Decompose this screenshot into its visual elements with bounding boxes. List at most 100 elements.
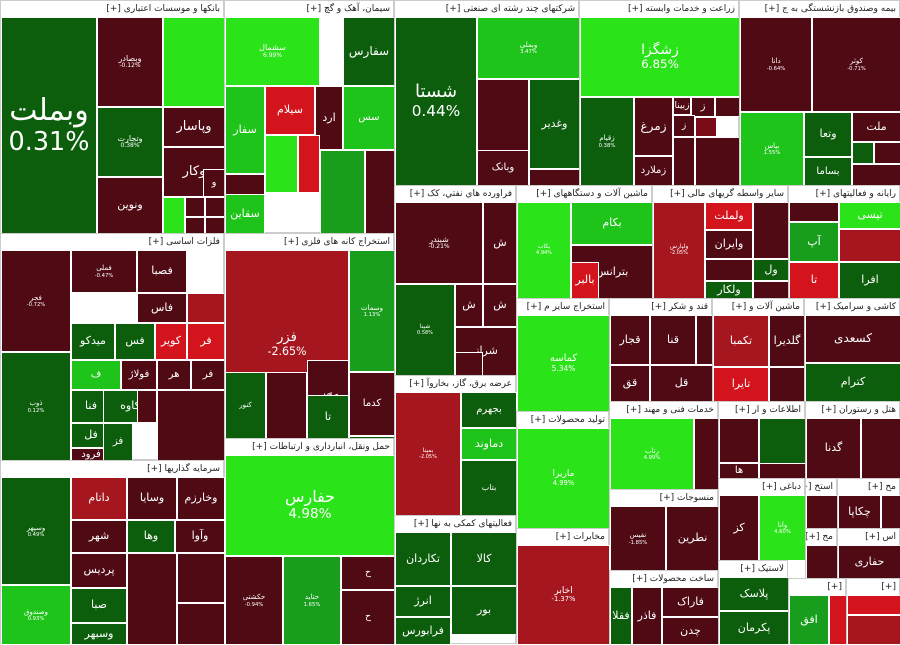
- sector-title[interactable]: استخراج سایر م [+]: [517, 299, 608, 315]
- stock-tile[interactable]: ش: [483, 202, 517, 284]
- stock-tile[interactable]: [127, 553, 177, 645]
- stock-tile[interactable]: وسمات 1.13%: [349, 250, 395, 372]
- stock-tile[interactable]: [529, 169, 580, 186]
- stock-tile[interactable]: فز: [103, 423, 133, 461]
- stock-tile[interactable]: آپ: [789, 222, 839, 262]
- stock-tile[interactable]: [137, 390, 157, 423]
- sector-title[interactable]: ساخت محصولات [+]: [610, 571, 717, 587]
- stock-tile[interactable]: پردیس: [71, 553, 127, 588]
- stock-tile[interactable]: رتاب 4.99%: [610, 418, 694, 490]
- stock-tile[interactable]: وسایا: [127, 477, 177, 520]
- sector-title[interactable]: بانکها و موسسات اعتباری [+]: [1, 1, 223, 17]
- stock-tile[interactable]: وبصادر -0.12%: [97, 17, 163, 107]
- sector-title[interactable]: دباغی [+]: [719, 479, 804, 495]
- stock-tile[interactable]: شهر: [71, 520, 127, 553]
- stock-tile[interactable]: ش: [455, 284, 483, 327]
- stock-tile[interactable]: نطرین: [666, 506, 719, 571]
- stock-tile[interactable]: کز: [719, 495, 759, 561]
- stock-tile[interactable]: ملت: [852, 112, 900, 142]
- stock-tile[interactable]: کویر: [155, 323, 187, 360]
- stock-tile[interactable]: وآوا: [175, 520, 225, 553]
- stock-tile[interactable]: سفارس: [343, 17, 395, 86]
- stock-tile[interactable]: [187, 293, 225, 323]
- stock-tile[interactable]: وبانک: [477, 150, 529, 186]
- stock-tile[interactable]: کسعدی: [805, 315, 900, 363]
- stock-tile[interactable]: [205, 217, 225, 234]
- sector-title[interactable]: مح [+]: [838, 479, 899, 495]
- stock-tile[interactable]: فس: [115, 323, 155, 360]
- stock-tile[interactable]: اخابر -1.37%: [517, 545, 610, 645]
- stock-tile[interactable]: [759, 463, 806, 479]
- stock-tile[interactable]: فملی -0.47%: [71, 250, 137, 293]
- sector-title[interactable]: تولید محصولات [+]: [517, 412, 608, 428]
- stock-tile[interactable]: وها: [127, 520, 175, 553]
- stock-tile[interactable]: زملارد: [634, 156, 673, 186]
- stock-tile[interactable]: فجر -0.72%: [1, 250, 71, 352]
- stock-tile[interactable]: [874, 142, 900, 164]
- stock-tile[interactable]: سشمال 6.99%: [225, 17, 320, 86]
- stock-tile[interactable]: انرژ: [395, 586, 451, 617]
- stock-tile[interactable]: فولاژ: [121, 360, 157, 390]
- stock-tile[interactable]: شبندر -0.21%: [395, 202, 483, 284]
- stock-tile[interactable]: هر: [157, 360, 191, 390]
- stock-tile[interactable]: فاذر: [632, 587, 662, 645]
- stock-tile[interactable]: زشگزا 6.85%: [580, 17, 740, 97]
- stock-tile[interactable]: پکرمان: [719, 611, 789, 645]
- stock-tile[interactable]: وسبهر: [71, 623, 127, 645]
- stock-tile[interactable]: [365, 150, 395, 234]
- sector-title[interactable]: قند و شکر [+]: [610, 299, 711, 315]
- stock-tile[interactable]: وتعا: [804, 112, 852, 157]
- stock-tile[interactable]: [185, 197, 205, 217]
- stock-tile[interactable]: قنا: [650, 315, 696, 365]
- stock-tile[interactable]: بکاب 4.94%: [517, 202, 571, 299]
- stock-tile[interactable]: وبملت 0.31%: [1, 17, 97, 234]
- stock-tile[interactable]: [861, 418, 900, 479]
- stock-tile[interactable]: [881, 495, 900, 529]
- stock-tile[interactable]: [753, 202, 789, 259]
- stock-tile[interactable]: بور: [451, 586, 517, 635]
- stock-tile[interactable]: فر: [191, 360, 225, 390]
- stock-tile[interactable]: [298, 135, 320, 193]
- sector-title[interactable]: سرمایه گذاریها [+]: [1, 461, 223, 477]
- stock-tile[interactable]: وسپهر 0.49%: [1, 477, 71, 585]
- stock-tile[interactable]: شستا 0.44%: [395, 17, 477, 186]
- stock-tile[interactable]: ول: [753, 259, 789, 281]
- stock-tile[interactable]: کماسه 5.34%: [517, 315, 610, 412]
- stock-tile[interactable]: فقلا: [610, 587, 632, 645]
- stock-tile[interactable]: [852, 164, 900, 186]
- sector-title[interactable]: استخراج کانه های فلزی [+]: [225, 234, 393, 250]
- sector-title[interactable]: خدمات فنی و مهند [+]: [610, 402, 717, 418]
- stock-tile[interactable]: [177, 603, 225, 645]
- stock-tile[interactable]: [265, 135, 298, 193]
- stock-tile[interactable]: گلدیرا: [769, 315, 805, 367]
- sector-title[interactable]: [+]: [847, 579, 899, 595]
- stock-tile[interactable]: [806, 545, 838, 579]
- stock-tile[interactable]: [177, 553, 225, 603]
- sector-title[interactable]: سیمان، آهک و گچ [+]: [225, 1, 393, 17]
- stock-tile[interactable]: [769, 367, 805, 402]
- stock-tile[interactable]: حتاید 1.65%: [283, 556, 341, 645]
- stock-tile[interactable]: ح: [341, 590, 395, 645]
- stock-tile[interactable]: ولملت: [705, 202, 753, 230]
- stock-tile[interactable]: [157, 390, 225, 461]
- stock-tile[interactable]: [455, 352, 483, 376]
- sector-title[interactable]: مخابرات [+]: [517, 529, 608, 545]
- stock-tile[interactable]: میدکو: [71, 323, 115, 360]
- stock-tile[interactable]: وایران: [705, 230, 753, 259]
- stock-tile[interactable]: دانا -0.64%: [740, 17, 812, 112]
- stock-tile[interactable]: پلاسک: [719, 577, 789, 611]
- stock-tile[interactable]: ماریرا 4.99%: [517, 428, 610, 529]
- stock-tile[interactable]: وخارزم: [177, 477, 225, 520]
- stock-tile[interactable]: و: [203, 169, 225, 197]
- sector-title[interactable]: شرکتهای چند رشته ای صنعتی [+]: [395, 1, 578, 17]
- stock-tile[interactable]: [806, 495, 838, 529]
- stock-tile[interactable]: فصبا: [137, 250, 187, 293]
- stock-tile[interactable]: وبملی 3.47%: [477, 17, 580, 79]
- stock-tile[interactable]: ها: [719, 463, 759, 479]
- stock-tile[interactable]: [829, 595, 847, 645]
- stock-tile[interactable]: [847, 595, 900, 615]
- stock-tile[interactable]: چکاپا: [838, 495, 881, 529]
- stock-tile[interactable]: بساما: [804, 157, 852, 186]
- stock-tile[interactable]: چدن: [662, 617, 719, 645]
- stock-tile[interactable]: [185, 217, 205, 234]
